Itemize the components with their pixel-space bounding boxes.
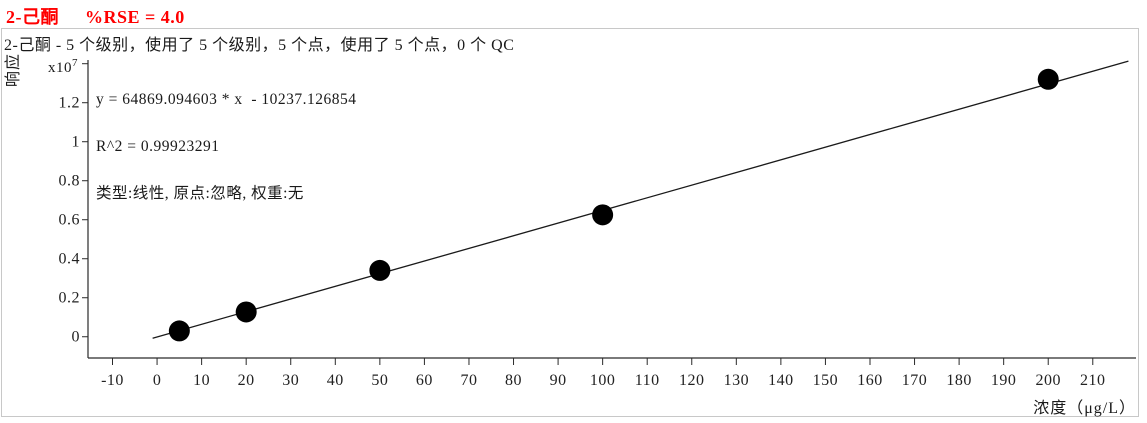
x-tick-label: 10 <box>193 372 210 389</box>
y-tick-label: 0 <box>72 329 81 346</box>
x-tick-label: 90 <box>550 372 567 389</box>
fit-stats-block: y = 64869.094603 * x - 10237.126854 R^2 … <box>96 60 357 218</box>
x-axis-title: 浓度（μg/L） <box>1033 400 1136 417</box>
y-tick-label: 1 <box>72 134 81 151</box>
x-tick-label: 190 <box>991 372 1017 389</box>
chart-subtitle: 2-己酮 - 5 个级别，使用了 5 个级别，5 个点，使用了 5 个点，0 个… <box>4 37 515 54</box>
y-scale-label: x107 <box>48 57 78 76</box>
page-title: 2-己酮 %RSE = 4.0 <box>6 3 185 29</box>
x-tick-label: 50 <box>371 372 388 389</box>
x-tick-label: 60 <box>416 372 433 389</box>
y-tick-label: 0.2 <box>59 290 81 307</box>
data-point <box>1037 68 1059 90</box>
x-tick-label: 0 <box>153 372 162 389</box>
y-tick-label: 0.8 <box>59 173 81 190</box>
x-tick-label: -10 <box>101 372 124 389</box>
x-tick-label: 100 <box>590 372 616 389</box>
y-tick-label: 1.2 <box>59 95 81 112</box>
data-point <box>235 301 257 323</box>
y-tick-label: 0.6 <box>59 212 81 229</box>
data-point <box>592 204 614 226</box>
x-tick-label: 40 <box>327 372 344 389</box>
x-tick-label: 180 <box>946 372 972 389</box>
x-tick-label: 140 <box>768 372 794 389</box>
x-tick-label: 80 <box>505 372 522 389</box>
r-squared-line: R^2 = 0.99923291 <box>96 137 220 155</box>
equation-line: y = 64869.094603 * x - 10237.126854 <box>96 90 357 108</box>
x-tick-label: 70 <box>460 372 477 389</box>
x-tick-label: 130 <box>724 372 750 389</box>
x-tick-label: 110 <box>635 372 660 389</box>
chart-panel <box>1 28 1139 417</box>
rse-value: %RSE = 4.0 <box>85 7 185 27</box>
x-tick-label: 160 <box>857 372 883 389</box>
y-scale-exponent: 7 <box>72 57 78 69</box>
x-tick-label: 120 <box>679 372 705 389</box>
compound-name: 2-己酮 <box>6 7 59 27</box>
fit-line <box>152 60 1129 339</box>
x-tick-label: 20 <box>238 372 255 389</box>
x-tick-label: 200 <box>1035 372 1061 389</box>
x-tick-label: 30 <box>282 372 299 389</box>
data-point <box>369 259 391 281</box>
x-tick-label: 150 <box>813 372 839 389</box>
x-tick-label: 170 <box>902 372 928 389</box>
x-tick-label: 210 <box>1080 372 1106 389</box>
y-tick-label: 0.4 <box>59 251 81 268</box>
data-point <box>168 320 190 342</box>
fit-type-line: 类型:线性, 原点:忽略, 权重:无 <box>96 185 304 203</box>
